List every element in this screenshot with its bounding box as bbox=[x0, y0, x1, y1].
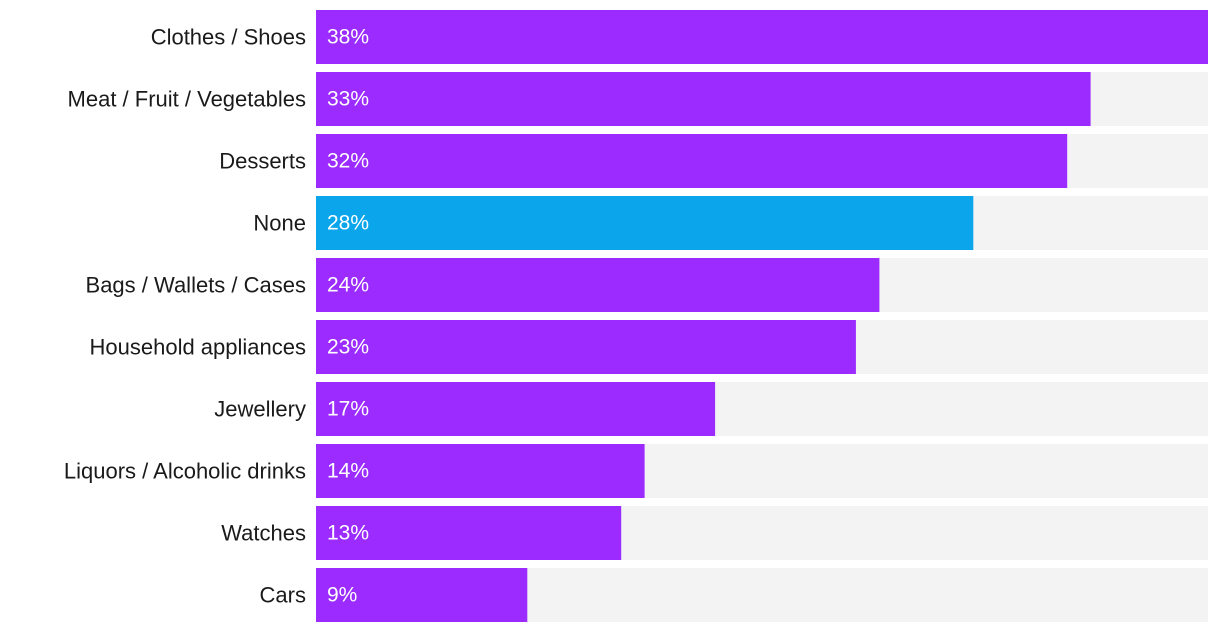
category-label: Watches bbox=[221, 521, 306, 546]
category-label: None bbox=[253, 211, 306, 236]
value-label: 33% bbox=[327, 88, 369, 111]
bar-none bbox=[316, 196, 974, 250]
category-label: Desserts bbox=[219, 149, 306, 174]
category-label: Jewellery bbox=[214, 397, 306, 422]
value-label: 17% bbox=[327, 398, 369, 421]
bar-household-appliances bbox=[316, 320, 856, 374]
value-label: 28% bbox=[327, 212, 369, 235]
category-label: Clothes / Shoes bbox=[151, 25, 306, 50]
value-label: 13% bbox=[327, 522, 369, 545]
value-label: 14% bbox=[327, 460, 369, 483]
value-label: 32% bbox=[327, 150, 369, 173]
value-label: 24% bbox=[327, 274, 369, 297]
category-label: Cars bbox=[260, 583, 306, 608]
category-label: Liquors / Alcoholic drinks bbox=[64, 459, 306, 484]
bar-meat-fruit-vegetables bbox=[316, 72, 1091, 126]
bar-bags-wallets-cases bbox=[316, 258, 880, 312]
category-label: Household appliances bbox=[90, 335, 307, 360]
category-label: Meat / Fruit / Vegetables bbox=[68, 87, 306, 112]
bar-jewellery bbox=[316, 382, 716, 436]
bar-clothes-shoes bbox=[316, 10, 1208, 64]
bar-watches bbox=[316, 506, 622, 560]
value-label: 38% bbox=[327, 26, 369, 49]
bar-cars bbox=[316, 568, 528, 622]
value-label: 9% bbox=[327, 584, 357, 607]
bar-desserts bbox=[316, 134, 1068, 188]
value-label: 23% bbox=[327, 336, 369, 359]
category-label: Bags / Wallets / Cases bbox=[86, 273, 306, 298]
bar-liquors-alcoholic-drinks bbox=[316, 444, 645, 498]
